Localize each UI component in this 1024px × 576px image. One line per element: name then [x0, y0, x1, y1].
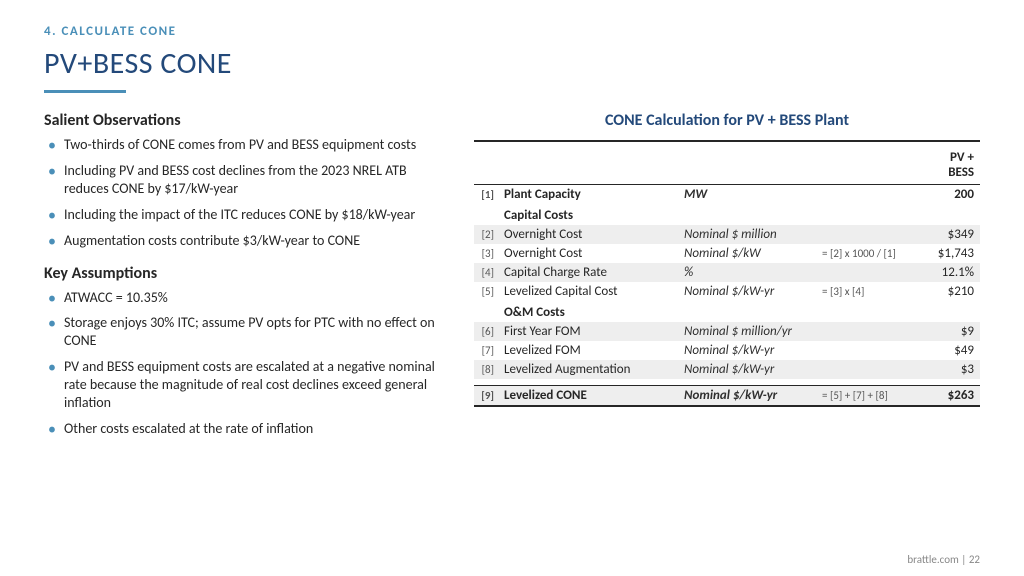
list-item: Storage enjoys 30% ITC; assume PV opts f…: [48, 314, 448, 350]
row-index: [3]: [474, 244, 500, 263]
row-desc: Levelized Augmentation: [500, 360, 680, 379]
title-underline: [44, 90, 126, 93]
row-desc: Capital Charge Rate: [500, 263, 680, 282]
list-item: PV and BESS equipment costs are escalate…: [48, 358, 448, 412]
row-index: [1]: [474, 185, 500, 205]
row-index: [7]: [474, 341, 500, 360]
left-column: Salient Observations Two-thirds of CONE …: [44, 111, 448, 446]
row-unit: MW: [680, 185, 818, 205]
section-label: 4. CALCULATE CONE: [44, 24, 980, 39]
row-desc: Levelized Capital Cost: [500, 282, 680, 301]
row-unit: Nominal $/kW-yr: [680, 360, 818, 379]
row-desc: Overnight Cost: [500, 225, 680, 244]
row-unit: Nominal $ million: [680, 225, 818, 244]
table-row: [1] Plant Capacity MW 200: [474, 185, 980, 205]
row-index: [9]: [474, 385, 500, 405]
row-index: [2]: [474, 225, 500, 244]
row-value: $3: [928, 360, 980, 379]
table-row: [5] Levelized Capital Cost Nominal $/kW-…: [474, 282, 980, 301]
row-unit: Nominal $/kW-yr: [680, 341, 818, 360]
list-item: Including PV and BESS cost declines from…: [48, 162, 448, 198]
section-row: O&M Costs: [474, 301, 980, 322]
table-row: [6] First Year FOM Nominal $ million/yr …: [474, 322, 980, 341]
right-column: CONE Calculation for PV + BESS Plant PV …: [474, 111, 980, 446]
table-title: CONE Calculation for PV + BESS Plant: [474, 111, 980, 130]
assumptions-heading: Key Assumptions: [44, 264, 448, 283]
row-value: $349: [928, 225, 980, 244]
row-formula: [818, 263, 928, 282]
row-index: [8]: [474, 360, 500, 379]
row-desc: Overnight Cost: [500, 244, 680, 263]
list-item: Including the impact of the ITC reduces …: [48, 206, 448, 224]
page-title: PV+BESS CONE: [44, 45, 980, 82]
section-row: Capital Costs: [474, 204, 980, 225]
table-row: [4] Capital Charge Rate % 12.1%: [474, 263, 980, 282]
table-row: [3] Overnight Cost Nominal $/kW = [2] x …: [474, 244, 980, 263]
row-unit: Nominal $/kW-yr: [680, 282, 818, 301]
row-index: [5]: [474, 282, 500, 301]
row-formula: [818, 185, 928, 205]
list-item: Augmentation costs contribute $3/kW-year…: [48, 232, 448, 250]
list-item: ATWACC = 10.35%: [48, 289, 448, 307]
section-label: O&M Costs: [500, 301, 980, 322]
row-index: [6]: [474, 322, 500, 341]
section-label: Capital Costs: [500, 204, 980, 225]
row-value: $210: [928, 282, 980, 301]
row-formula: [818, 360, 928, 379]
table-row: [2] Overnight Cost Nominal $ million $34…: [474, 225, 980, 244]
observations-heading: Salient Observations: [44, 111, 448, 130]
list-item: Other costs escalated at the rate of inf…: [48, 420, 448, 438]
row-formula: [818, 341, 928, 360]
observations-list: Two-thirds of CONE comes from PV and BES…: [44, 136, 448, 250]
row-unit: Nominal $/kW-yr: [680, 385, 818, 405]
row-unit: Nominal $ million/yr: [680, 322, 818, 341]
row-unit: Nominal $/kW: [680, 244, 818, 263]
row-desc: Plant Capacity: [500, 185, 680, 205]
table-row: [7] Levelized FOM Nominal $/kW-yr $49: [474, 341, 980, 360]
cone-table: PV + BESS [1] Plant Capacity MW 200 Capi…: [474, 140, 980, 407]
row-value: $9: [928, 322, 980, 341]
page-footer: brattle.com | 22: [907, 553, 980, 566]
row-formula: [818, 225, 928, 244]
row-value: $49: [928, 341, 980, 360]
row-formula: = [3] x [4]: [818, 282, 928, 301]
row-formula: = [5] + [7] + [8]: [818, 385, 928, 405]
table-row: [8] Levelized Augmentation Nominal $/kW-…: [474, 360, 980, 379]
row-unit: %: [680, 263, 818, 282]
row-index: [4]: [474, 263, 500, 282]
row-value: $263: [928, 385, 980, 405]
row-value: 12.1%: [928, 263, 980, 282]
column-header: PV + BESS: [928, 142, 980, 185]
row-value: 200: [928, 185, 980, 205]
assumptions-list: ATWACC = 10.35% Storage enjoys 30% ITC; …: [44, 289, 448, 438]
list-item: Two-thirds of CONE comes from PV and BES…: [48, 136, 448, 154]
row-formula: = [2] x 1000 / [1]: [818, 244, 928, 263]
row-desc: Levelized FOM: [500, 341, 680, 360]
row-formula: [818, 322, 928, 341]
table-row-total: [9] Levelized CONE Nominal $/kW-yr = [5]…: [474, 385, 980, 405]
row-value: $1,743: [928, 244, 980, 263]
row-desc: Levelized CONE: [500, 385, 680, 405]
row-desc: First Year FOM: [500, 322, 680, 341]
